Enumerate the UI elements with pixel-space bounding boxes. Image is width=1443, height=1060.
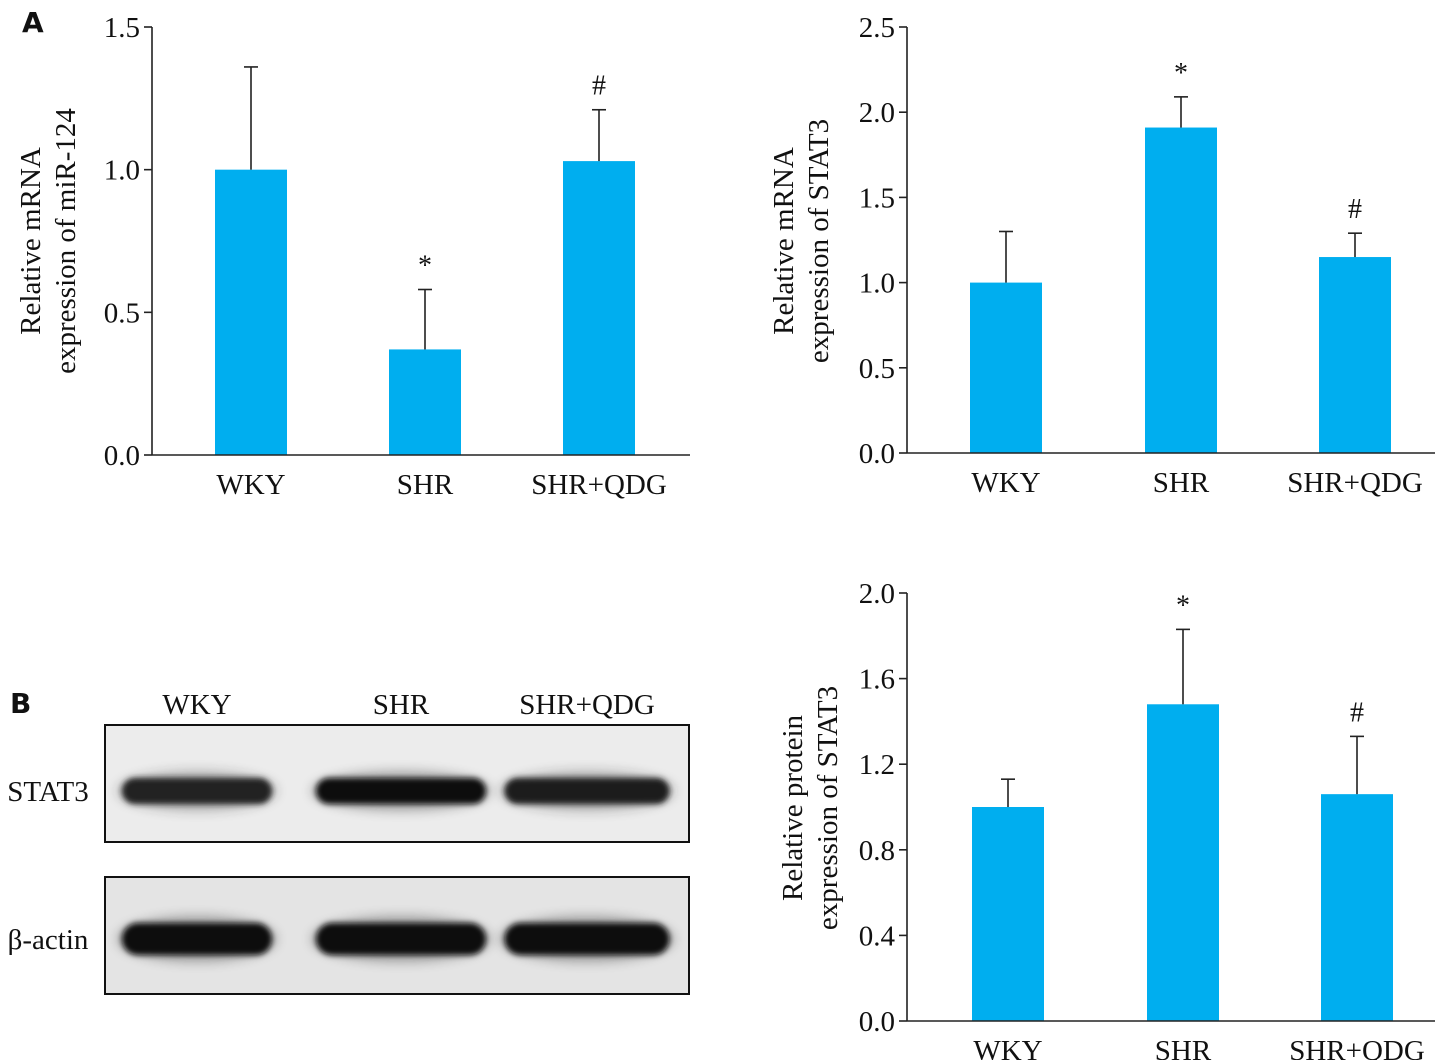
- y-axis-label: expression of miR-124: [50, 108, 82, 374]
- blot-band: [316, 778, 486, 804]
- significance-mark: *: [418, 251, 432, 282]
- y-tick-label: 0.4: [859, 920, 896, 952]
- bar-wky: [972, 807, 1044, 1021]
- x-tick-label: SHR: [1153, 467, 1210, 499]
- bar-shr-qdg: [1319, 257, 1391, 453]
- bar-shr: [389, 349, 461, 455]
- western-blot: WKY SHR SHR+QDG STAT3 β-actin: [7, 689, 690, 995]
- y-tick-label: 1.0: [104, 155, 140, 187]
- significance-mark: #: [1348, 194, 1362, 225]
- mir124-mrna-chart: * #0.0 0.5 1.0 1.5 WKY SHR SHR+QDG Relative mRNA…: [15, 12, 690, 501]
- blot-band: [504, 778, 670, 804]
- y-tick-label: 1.2: [859, 749, 895, 781]
- x-tick-label: SHR: [1155, 1035, 1212, 1060]
- stat3-mrna-chart: * #0.0 0.5 1.0 1.5 2.0 2.5 WKY SHR SHR+QDG Relativ…: [768, 12, 1435, 499]
- blot-band: [504, 923, 670, 955]
- bar-shr: [1145, 127, 1217, 453]
- y-tick-label: 0.0: [104, 440, 140, 472]
- blot-lane-label: SHR: [373, 689, 430, 721]
- panel-label-a: A: [22, 6, 44, 39]
- significance-mark: #: [592, 71, 606, 102]
- y-axis-label: expression of STAT3: [812, 686, 844, 930]
- bar-wky: [215, 169, 287, 455]
- y-axis-label: Relative protein: [777, 714, 809, 901]
- y-tick-label: 1.5: [859, 182, 895, 214]
- blot-band: [122, 778, 272, 804]
- blot-band: [122, 923, 272, 955]
- y-tick-label: 0.0: [859, 438, 895, 470]
- significance-mark: *: [1176, 590, 1190, 621]
- x-tick-label: SHR+QDG: [531, 469, 667, 501]
- x-tick-label: WKY: [216, 469, 285, 501]
- x-tick-label: SHR+QDG: [1287, 467, 1423, 499]
- y-tick-label: 2.0: [859, 578, 895, 610]
- y-tick-label: 0.5: [104, 297, 140, 329]
- y-tick-label: 2.0: [859, 97, 895, 129]
- blot-row-label: STAT3: [7, 776, 88, 808]
- y-tick-label: 1.0: [859, 268, 895, 300]
- blot-lane-label: WKY: [162, 689, 231, 721]
- bar-shr-qdg: [1321, 794, 1393, 1021]
- bar-shr: [1147, 704, 1219, 1021]
- y-axis-label: Relative mRNA: [768, 147, 800, 335]
- x-tick-label: WKY: [971, 467, 1040, 499]
- y-tick-label: 1.6: [859, 664, 895, 696]
- x-tick-label: SHR: [397, 469, 454, 501]
- y-axis-label: expression of STAT3: [803, 119, 835, 363]
- y-tick-label: 0.5: [859, 353, 895, 385]
- x-tick-label: SHR+QDG: [1289, 1035, 1425, 1060]
- significance-mark: *: [1174, 58, 1188, 89]
- bar-wky: [970, 282, 1042, 453]
- blot-band: [316, 923, 486, 955]
- x-tick-label: WKY: [973, 1035, 1042, 1060]
- stat3-protein-chart: * #0.0 0.4 0.8 1.2 1.6 2.0 WKY SHR SHR+QDG Relativ…: [777, 578, 1435, 1060]
- y-tick-label: 1.5: [104, 12, 140, 44]
- blot-row-label: β-actin: [8, 924, 89, 956]
- panel-label-b: B: [10, 687, 31, 720]
- blot-lane-label: SHR+QDG: [519, 689, 655, 721]
- y-axis-label: Relative mRNA: [15, 147, 47, 335]
- significance-mark: #: [1350, 697, 1364, 728]
- y-tick-label: 2.5: [859, 12, 895, 44]
- y-tick-label: 0.8: [859, 835, 895, 867]
- bar-shr-qdg: [563, 161, 635, 455]
- y-tick-label: 0.0: [859, 1006, 895, 1038]
